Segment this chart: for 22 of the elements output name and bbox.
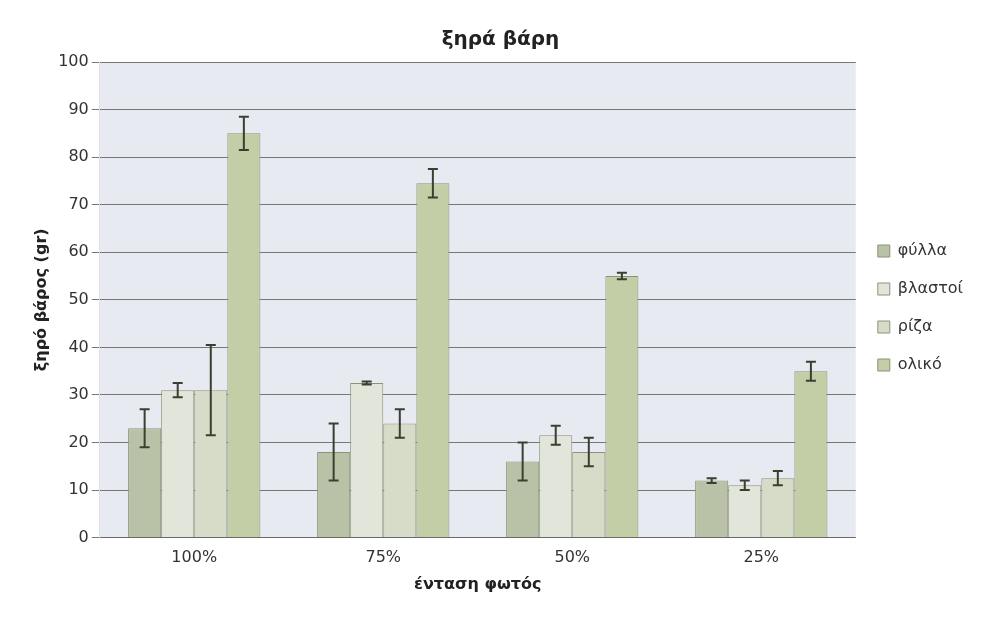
chart-title: ξηρά βάρη	[441, 26, 560, 51]
y-tick-label: 0	[78, 526, 89, 546]
x-tick-label: 25%	[743, 547, 780, 567]
y-tick-label: 20	[68, 431, 89, 451]
x-tick-label: 75%	[365, 547, 402, 567]
y-tick-label: 50	[68, 288, 89, 308]
legend-label: φύλλα	[897, 240, 948, 260]
y-tick-label: 70	[68, 193, 89, 213]
y-tick-label: 10	[68, 479, 89, 499]
y-tick-label: 80	[68, 146, 89, 166]
y-axis-title: ξηρό βάρος (gr)	[30, 228, 50, 372]
y-tick-label: 60	[68, 241, 89, 261]
x-axis-title: ένταση φωτός	[413, 573, 542, 593]
y-tick-label: 30	[68, 384, 89, 404]
legend-label: βλαστοί	[897, 278, 964, 298]
legend-label: ρίζα	[897, 316, 933, 336]
y-tick-label: 90	[68, 98, 89, 118]
y-tick-label: 100	[58, 51, 89, 71]
legend-label: ολικό	[897, 354, 942, 374]
x-tick-label: 100%	[171, 547, 218, 567]
y-tick-label: 40	[68, 336, 89, 356]
x-tick-label: 50%	[554, 547, 591, 567]
